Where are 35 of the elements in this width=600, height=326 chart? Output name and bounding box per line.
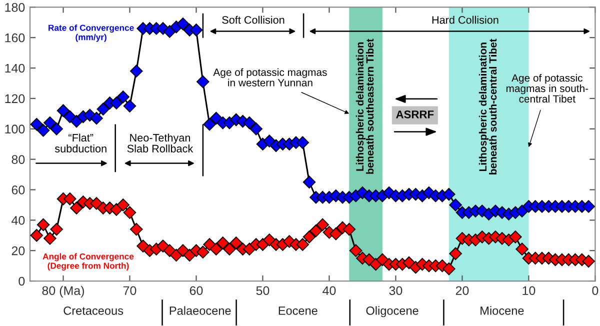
- y-tick-label: 180: [5, 2, 25, 12]
- text: Oligocene: [366, 306, 418, 318]
- x-tick-label: 30: [389, 286, 402, 296]
- y-tick-label: 120: [5, 94, 25, 104]
- series-label: Angle of Convergence (Degree from North): [42, 253, 134, 271]
- text: Eocene: [278, 306, 318, 315]
- band-label: Lithospheric delamination beneath southeastern Tibet: [356, 38, 374, 174]
- y-tick-label: 20: [12, 246, 25, 256]
- x-tick-label: 80 (Ma): [42, 286, 84, 298]
- annotation: Age of potassic magmas in south- central Tibet: [506, 74, 588, 103]
- y-tick-label: 160: [5, 33, 25, 42]
- y-tick-label: 100: [5, 124, 25, 134]
- annotation: Soft Collision: [222, 16, 284, 24]
- annotation: Age of potassic magmas in western Yunnan: [213, 68, 327, 86]
- y-tick-label: 0: [18, 276, 25, 286]
- text: Miocene: [480, 306, 524, 315]
- x-tick-label: 70: [123, 286, 136, 296]
- x-tick-label: 10: [522, 286, 536, 296]
- band-label: Lithospheric delamination beneath south-central Tibet: [478, 38, 497, 174]
- annotation: Hard Collision: [432, 16, 498, 24]
- y-tick-label: 80: [12, 155, 25, 164]
- x-tick-label: 60: [190, 286, 203, 296]
- annotation: Neo-Tethyan Slab Rollback: [127, 134, 194, 152]
- annotation: ASRRF: [396, 110, 434, 118]
- y-tick-label: 140: [5, 64, 25, 73]
- x-tick-label: 20: [456, 286, 469, 296]
- series-label: Rate of Convergence (mm/yr): [48, 24, 134, 42]
- text: Palaeocene: [170, 306, 231, 315]
- text: Cretaceous: [64, 306, 124, 315]
- x-tick-label: 40: [322, 286, 336, 296]
- annotation: “Flat” subduction: [54, 134, 106, 152]
- x-tick-label: 50: [256, 286, 270, 296]
- y-tick-label: 60: [12, 186, 25, 194]
- y-tick-label: 40: [12, 216, 25, 225]
- x-tick-label: 0: [592, 286, 598, 296]
